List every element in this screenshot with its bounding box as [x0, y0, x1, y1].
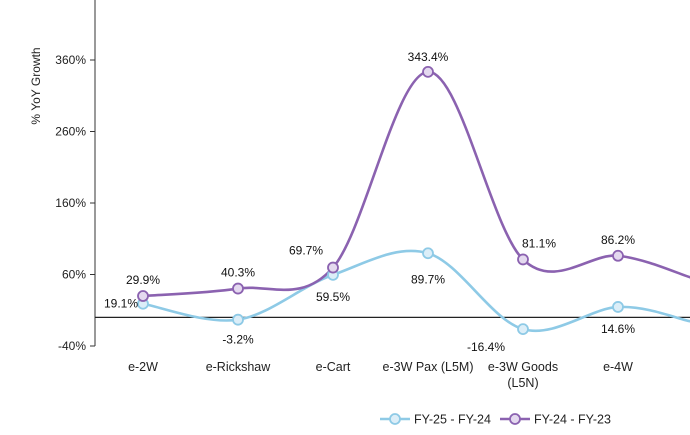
- category-label: e-3W Pax (L5M): [383, 360, 474, 374]
- data-labels: 19.1% -3.2% 59.5% 89.7% -16.4% 14.6% 29.9% 40.3…: [104, 50, 635, 354]
- legend: FY-25 - FY-24 FY-24 - FY-23: [380, 413, 611, 427]
- series-markers: [137, 65, 624, 336]
- y-tick-label: 160%: [55, 196, 86, 210]
- y-tick-label: 260%: [55, 125, 86, 139]
- data-label: 69.7%: [289, 244, 323, 258]
- category-label: e-3W Goods (L5N): [488, 360, 558, 390]
- category-label: e-Cart: [316, 360, 351, 374]
- data-label: 81.1%: [522, 236, 556, 250]
- data-label: 89.7%: [411, 272, 445, 286]
- series-1-marker: [422, 247, 434, 260]
- legend-label-1: FY-25 - FY-24: [414, 413, 491, 427]
- series-2-marker: [517, 253, 529, 266]
- y-tick-label: 360%: [55, 53, 86, 67]
- series-2-marker: [612, 249, 624, 262]
- category-label-line: e-2W: [128, 360, 158, 374]
- legend-label-2: FY-24 - FY-23: [534, 413, 611, 427]
- category-label: e-2W: [128, 360, 158, 374]
- series-2-marker: [232, 282, 244, 295]
- data-label: 19.1%: [104, 297, 138, 311]
- y-tick-label: 60%: [62, 268, 86, 282]
- y-axis-title: % YoY Growth: [29, 47, 43, 124]
- series-1-marker: [517, 323, 529, 336]
- category-label: e-4W: [603, 360, 633, 374]
- data-label: 343.4%: [408, 50, 449, 64]
- series-2-marker: [327, 261, 339, 274]
- data-label: -16.4%: [467, 340, 505, 354]
- series-2-marker: [137, 290, 149, 302]
- category-label-line: e-Rickshaw: [206, 360, 272, 374]
- series-line-2: [141, 70, 690, 298]
- data-label: -3.2%: [222, 333, 254, 347]
- category-label: e-Rickshaw: [206, 360, 272, 374]
- series-2-marker: [422, 65, 434, 78]
- legend-marker-2: [509, 413, 521, 425]
- axes: -40% 60% 160% 260% 360% % YoY Growth e-2W e-Ric…: [29, 0, 690, 390]
- category-label-line: e-Cart: [316, 360, 351, 374]
- series-1-marker: [612, 301, 624, 313]
- data-label: 40.3%: [221, 266, 255, 280]
- category-label-line: e-3W Pax (L5M): [383, 360, 474, 374]
- data-label: 14.6%: [601, 322, 635, 336]
- y-tick-label: -40%: [58, 339, 86, 353]
- data-label: 59.5%: [316, 290, 350, 304]
- legend-marker-1: [389, 413, 401, 425]
- series-1-marker: [232, 313, 244, 326]
- series-lines: [141, 70, 690, 332]
- category-label-line: e-4W: [603, 360, 633, 374]
- data-label: 29.9%: [126, 273, 160, 287]
- category-label-line: e-3W Goods: [488, 360, 558, 374]
- data-label: 86.2%: [601, 233, 635, 247]
- category-label-line: (L5N): [507, 376, 538, 390]
